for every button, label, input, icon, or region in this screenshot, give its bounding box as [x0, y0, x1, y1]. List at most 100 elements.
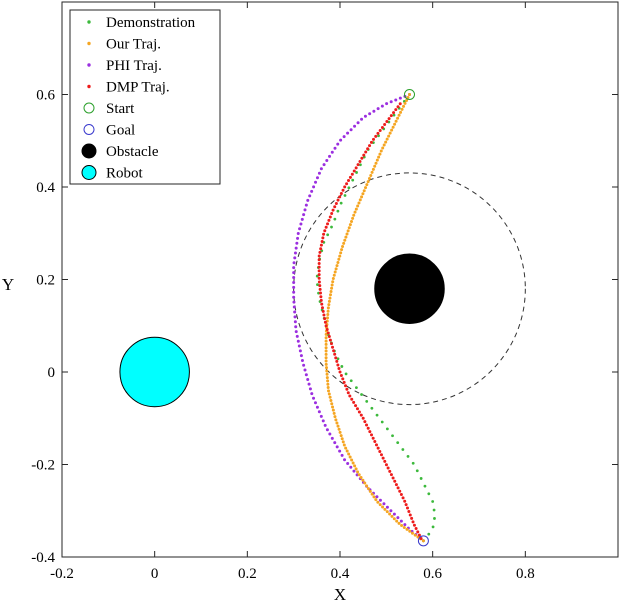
dmp-point [339, 192, 343, 196]
our-point [334, 267, 338, 271]
dmp-point [362, 153, 366, 157]
legend-marker-demonstration [87, 20, 91, 24]
dmp-point [334, 356, 338, 360]
demonstration-point [392, 113, 396, 117]
our-point [344, 446, 348, 450]
dmp-point [325, 327, 329, 331]
dmp-point [348, 175, 352, 179]
dmp-point [410, 516, 414, 520]
our-point [359, 476, 363, 480]
our-point [345, 232, 349, 236]
our-point [325, 372, 329, 376]
our-point [421, 539, 425, 543]
phi-point [292, 266, 296, 270]
x-tick-label: 0.4 [331, 566, 350, 582]
markers-layer [404, 89, 429, 547]
dmp-point [322, 313, 326, 317]
phi-point [399, 519, 403, 523]
dmp-point [331, 208, 335, 212]
our-point [340, 248, 344, 252]
our-point [396, 116, 400, 120]
dmp-point [326, 222, 330, 226]
dmp-point [369, 140, 373, 144]
dmp-point [317, 273, 321, 277]
dmp-point [419, 537, 423, 540]
legend-label-robot: Robot [106, 166, 144, 182]
x-tick-label: 0.6 [423, 566, 442, 582]
dmp-point [374, 443, 378, 447]
our-point [395, 519, 399, 523]
demonstration-point [336, 209, 340, 213]
our-point [345, 449, 349, 453]
dmp-point [338, 370, 342, 374]
our-point [357, 201, 361, 205]
phi-point [398, 96, 402, 100]
dmp-point [363, 420, 367, 424]
our-point [406, 95, 410, 99]
our-point [374, 161, 378, 165]
dmp-point [339, 373, 343, 377]
our-point [342, 241, 346, 245]
our-point [347, 452, 351, 456]
dmp-point [386, 466, 390, 470]
dmp-point [334, 201, 338, 205]
our-point [400, 524, 404, 528]
our-point [334, 418, 338, 422]
dmp-point [335, 359, 339, 363]
dmp-point [324, 324, 328, 328]
our-point [348, 455, 352, 459]
curves-layer [119, 93, 526, 543]
demonstration-point [343, 194, 347, 197]
phi-point [298, 227, 302, 231]
our-point [397, 113, 401, 117]
demonstration-point [423, 484, 427, 488]
dmp-trajectory [317, 102, 423, 540]
our-point [327, 303, 331, 307]
dmp-point [378, 128, 382, 132]
demonstration-point [351, 178, 355, 182]
legend-marker-dmp-traj [87, 84, 91, 89]
our-point [351, 461, 355, 465]
demonstration-point [433, 517, 436, 520]
phi-point [321, 419, 325, 423]
dmp-point [408, 513, 412, 517]
our-trajectory [324, 93, 425, 543]
demonstration-point [330, 225, 333, 229]
phi-point [349, 128, 353, 132]
our-point [339, 434, 343, 438]
our-point [324, 336, 328, 340]
phi-point [356, 121, 360, 125]
dmp-point [412, 523, 416, 527]
our-point [335, 264, 339, 268]
dmp-point [317, 265, 321, 269]
y-tick-label: 0.6 [36, 88, 55, 104]
our-point [405, 527, 409, 531]
y-axis-title: Y [2, 275, 14, 294]
our-point [379, 149, 383, 153]
goal-marker [417, 535, 429, 547]
our-point [324, 356, 328, 360]
dmp-point [319, 298, 323, 302]
demonstration-point [347, 186, 351, 190]
our-point [326, 306, 330, 310]
demonstration-point [326, 233, 330, 237]
phi-point [298, 349, 302, 353]
dmp-point [328, 215, 332, 219]
phi-point [306, 198, 310, 202]
phi-point [328, 154, 332, 158]
legend-marker-our-traj [87, 41, 91, 46]
legend-label-goal: Goal [106, 123, 135, 139]
dmp-point [323, 229, 327, 233]
phi-point [304, 203, 308, 207]
dmp-point [403, 499, 407, 503]
our-point [330, 402, 334, 406]
our-point [344, 235, 348, 239]
phi-point [375, 495, 379, 499]
our-point [363, 481, 367, 485]
our-point [331, 280, 335, 284]
dmp-point [317, 261, 321, 265]
our-point [327, 299, 331, 303]
dmp-point [366, 426, 370, 430]
our-point [324, 362, 328, 366]
phi-point [308, 387, 312, 391]
